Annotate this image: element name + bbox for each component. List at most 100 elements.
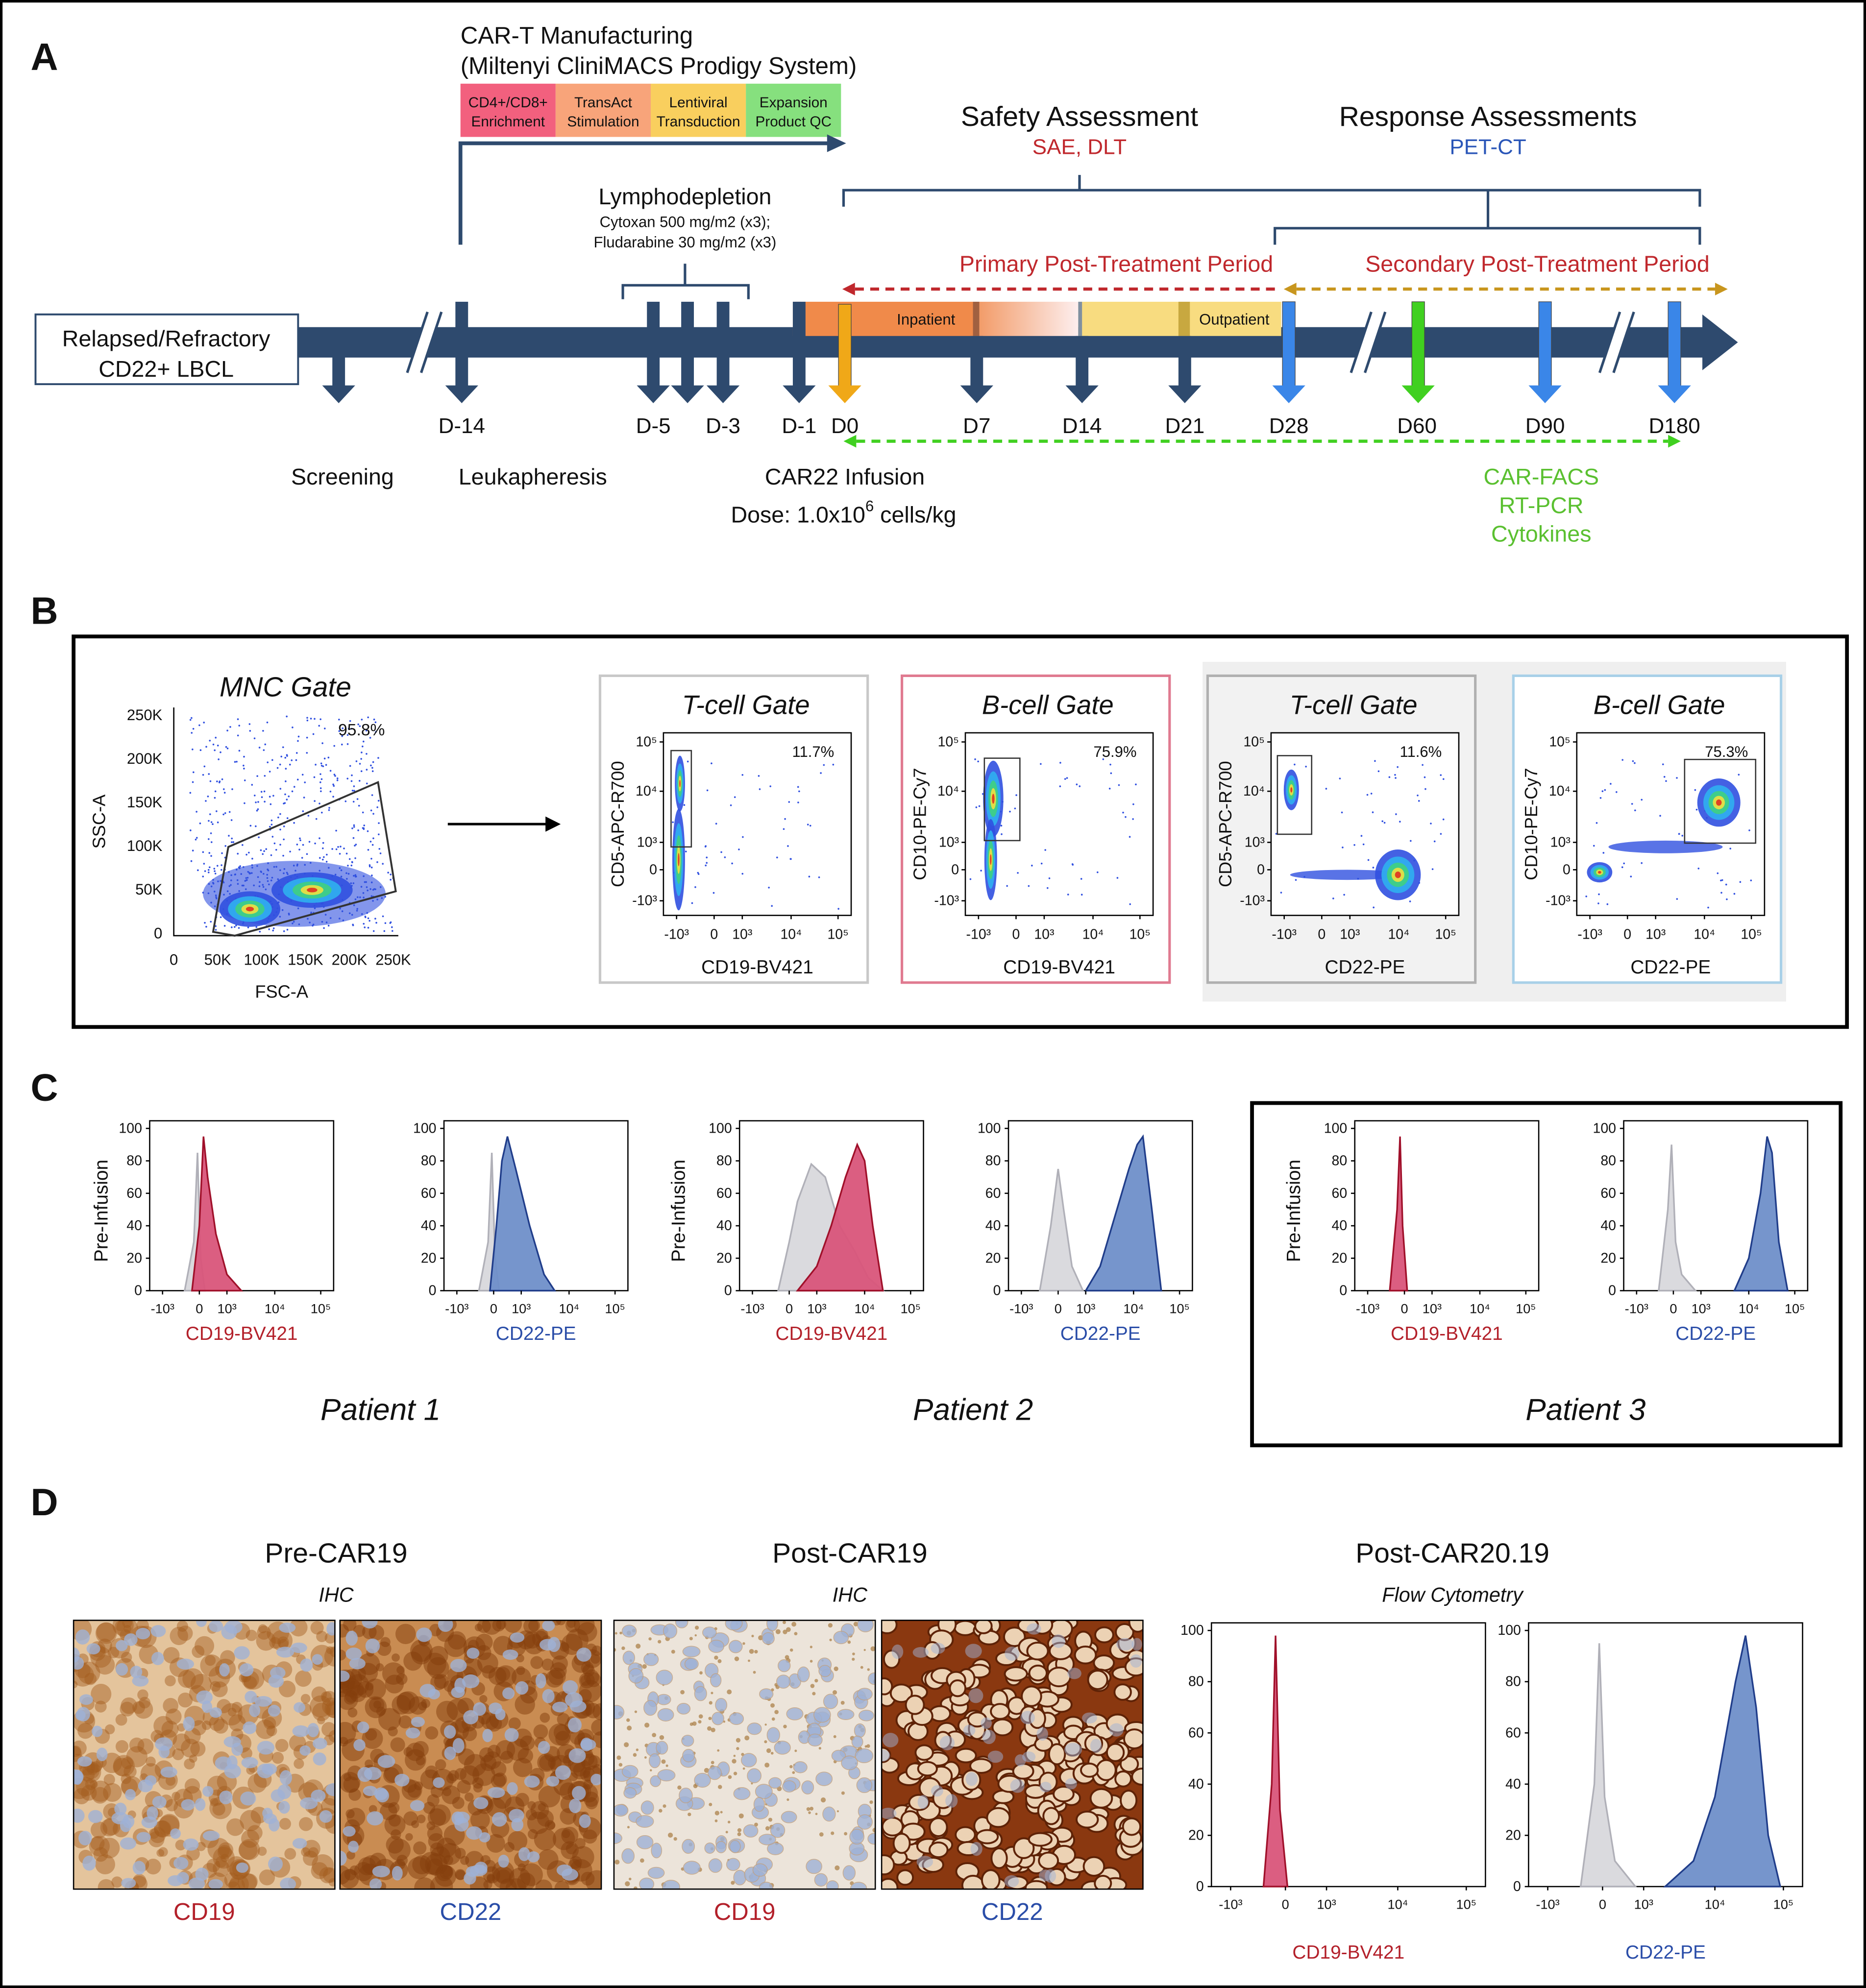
nucleus bbox=[968, 1688, 983, 1703]
dose-text: Dose: 1.0x10 bbox=[731, 502, 865, 528]
stain bbox=[513, 1758, 533, 1777]
y-tick-label: 0 bbox=[1608, 1283, 1616, 1299]
event-dot bbox=[264, 800, 266, 803]
event-dot bbox=[1366, 794, 1369, 796]
plot-title: MNC Gate bbox=[220, 672, 351, 703]
timepoint-arrow bbox=[455, 301, 468, 387]
histogram-area bbox=[795, 1142, 884, 1292]
event-dot bbox=[346, 777, 349, 780]
stain bbox=[317, 1716, 325, 1724]
stain bbox=[123, 1624, 132, 1633]
y-axis-label: Pre-Infusion bbox=[91, 1160, 112, 1262]
event-dot bbox=[319, 802, 320, 804]
nucleus bbox=[1039, 1782, 1052, 1793]
event-label: Screening bbox=[291, 464, 394, 489]
x-tick-label: -10³ bbox=[664, 926, 689, 942]
stain bbox=[860, 1666, 863, 1669]
event-dot bbox=[1424, 788, 1426, 790]
timepoint-arrow bbox=[1668, 301, 1681, 387]
event-dot bbox=[281, 909, 284, 911]
stain bbox=[555, 1731, 571, 1746]
stain bbox=[145, 1859, 161, 1875]
nucleus bbox=[313, 1738, 327, 1749]
image-frame bbox=[881, 1620, 1144, 1890]
stain bbox=[275, 1739, 289, 1752]
stain bbox=[642, 1664, 647, 1669]
y-tick-label: 0 bbox=[649, 862, 657, 877]
cell bbox=[949, 1679, 967, 1697]
stain bbox=[554, 1881, 569, 1890]
event-dot bbox=[213, 891, 216, 893]
nucleus bbox=[1020, 1711, 1035, 1724]
event-dot bbox=[1433, 840, 1436, 843]
nucleus bbox=[931, 1643, 945, 1654]
arrow-head bbox=[1272, 385, 1305, 403]
event-dot bbox=[215, 736, 217, 739]
stain bbox=[107, 1647, 120, 1658]
stain bbox=[392, 1653, 400, 1662]
ihc-image bbox=[614, 1620, 876, 1890]
arrow-head bbox=[783, 385, 816, 403]
event-dot bbox=[230, 879, 232, 881]
cell bbox=[892, 1833, 911, 1854]
event-dot bbox=[210, 885, 213, 888]
stain bbox=[204, 1655, 216, 1666]
nucleus bbox=[74, 1656, 84, 1670]
cell bbox=[1113, 1683, 1132, 1701]
stain bbox=[121, 1773, 131, 1784]
event-dot bbox=[358, 780, 361, 782]
event-dot bbox=[323, 927, 325, 929]
nucleus bbox=[708, 1640, 725, 1653]
x-tick-label: 10⁴ bbox=[1388, 926, 1409, 942]
x-tick-label: 10⁵ bbox=[901, 1301, 921, 1316]
y-tick-label: 10³ bbox=[1245, 834, 1265, 850]
stain bbox=[687, 1812, 691, 1817]
x-tick-label: 10⁵ bbox=[311, 1301, 331, 1316]
stain bbox=[340, 1649, 346, 1661]
stain bbox=[190, 1673, 212, 1695]
cell bbox=[929, 1817, 948, 1837]
lymphodepletion-text: Fludarabine 30 mg/m2 (x3) bbox=[594, 234, 777, 251]
event-dot bbox=[362, 811, 364, 814]
event-dot bbox=[209, 813, 211, 815]
stain bbox=[714, 1811, 720, 1816]
event-dot bbox=[253, 794, 256, 797]
primary-period: Primary Post-Treatment Period bbox=[959, 251, 1273, 276]
event-dot bbox=[969, 878, 972, 880]
stain bbox=[677, 1785, 682, 1790]
nucleus bbox=[515, 1681, 529, 1695]
break-mark bbox=[1598, 311, 1621, 373]
nucleus bbox=[712, 1712, 724, 1725]
event-dot bbox=[208, 773, 210, 775]
event-dot bbox=[337, 846, 339, 848]
inpatient-label: Inpatient bbox=[897, 311, 955, 328]
y-tick-label: 0 bbox=[1196, 1879, 1204, 1894]
event-dot bbox=[246, 876, 249, 879]
event-dot bbox=[354, 857, 356, 859]
break-mark bbox=[1364, 311, 1387, 373]
nucleus bbox=[882, 1808, 897, 1819]
x-axis-label: CD22-PE bbox=[496, 1323, 576, 1344]
nucleus bbox=[438, 1620, 453, 1632]
nucleus bbox=[141, 1816, 158, 1828]
event-dot bbox=[296, 863, 298, 866]
nucleus bbox=[498, 1854, 509, 1868]
stain bbox=[711, 1692, 713, 1695]
event-dot bbox=[832, 763, 835, 766]
event-dot bbox=[350, 864, 353, 867]
stain bbox=[786, 1798, 789, 1801]
nucleus bbox=[348, 1841, 359, 1853]
event-dot bbox=[1294, 763, 1296, 766]
y-tick-label: 20 bbox=[985, 1250, 1001, 1266]
event-dot bbox=[376, 861, 378, 863]
event-dot bbox=[1665, 780, 1667, 782]
stain bbox=[326, 1701, 335, 1719]
nucleus bbox=[292, 1725, 310, 1737]
stain bbox=[455, 1847, 466, 1859]
nucleus bbox=[708, 1766, 722, 1780]
event-dot bbox=[1332, 897, 1334, 899]
event-dot bbox=[321, 847, 324, 849]
nucleus bbox=[313, 1752, 326, 1766]
event-dot bbox=[1418, 800, 1420, 802]
stain bbox=[346, 1850, 355, 1860]
